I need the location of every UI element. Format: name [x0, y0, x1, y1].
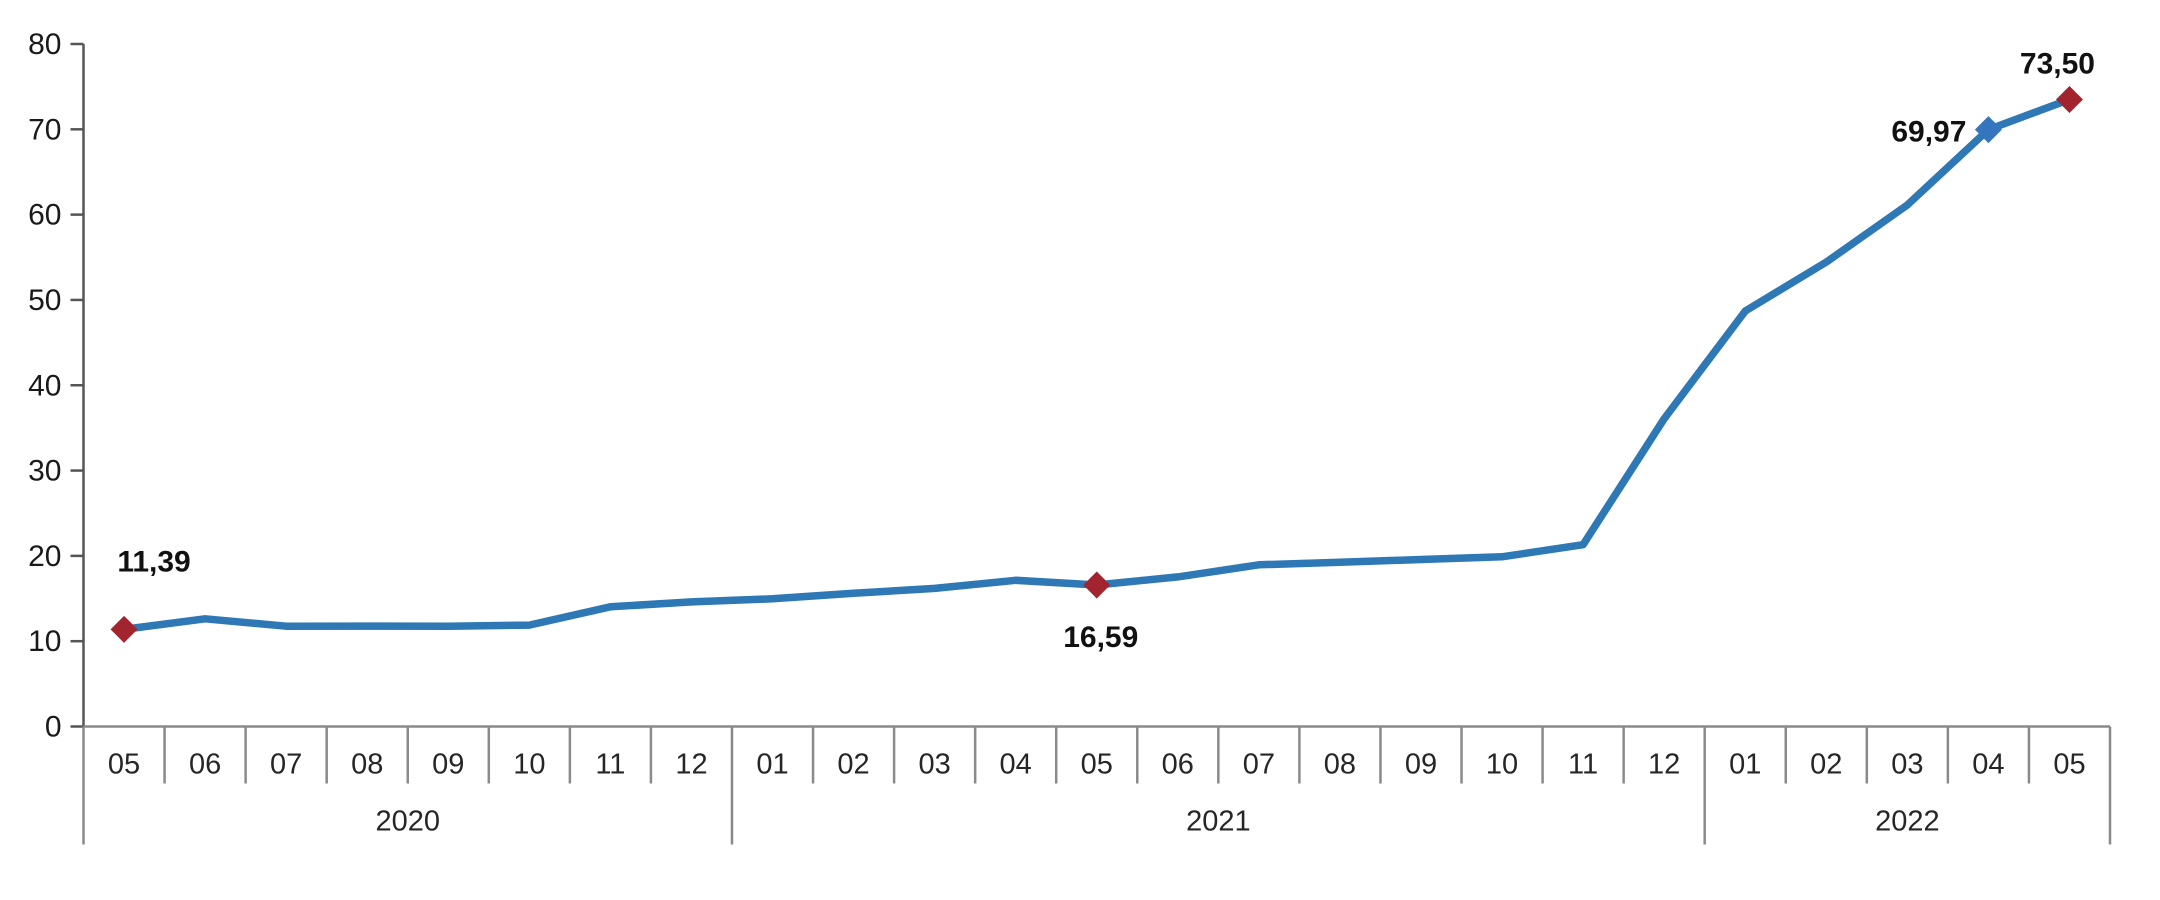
month-label: 01: [756, 749, 788, 781]
month-label: 08: [1324, 749, 1356, 781]
y-tick-label: 50: [28, 284, 61, 317]
month-label: 02: [1810, 749, 1842, 781]
year-label: 2020: [375, 806, 440, 838]
month-label: 11: [1568, 749, 1598, 781]
point-marker: [1083, 571, 1111, 599]
month-label: 05: [108, 749, 140, 781]
month-label: 11: [595, 749, 625, 781]
point-marker: [2055, 85, 2083, 113]
point-label: 16,59: [1063, 621, 1138, 654]
point-marker: [1974, 116, 2002, 144]
y-tick-label: 0: [45, 711, 62, 744]
y-tick-label: 60: [28, 199, 61, 232]
month-label: 06: [189, 749, 221, 781]
month-label: 04: [1972, 749, 2004, 781]
year-label: 2021: [1186, 806, 1251, 838]
month-label: 04: [1000, 749, 1032, 781]
month-label: 06: [1162, 749, 1194, 781]
y-tick-label: 30: [28, 455, 61, 488]
y-tick-label: 20: [28, 540, 61, 573]
month-label: 07: [270, 749, 302, 781]
month-label: 03: [918, 749, 950, 781]
month-label: 05: [1081, 749, 1113, 781]
month-label: 09: [1405, 749, 1437, 781]
month-label: 12: [1648, 749, 1680, 781]
y-tick-label: 80: [28, 28, 61, 61]
y-tick-label: 40: [28, 369, 61, 402]
point-label: 73,50: [2020, 47, 2095, 80]
month-label: 05: [2053, 749, 2085, 781]
month-label: 12: [675, 749, 707, 781]
point-label: 69,97: [1891, 116, 1966, 149]
month-label: 10: [1486, 749, 1518, 781]
y-tick-label: 70: [28, 113, 61, 146]
month-label: 02: [837, 749, 869, 781]
month-label: 08: [351, 749, 383, 781]
month-label: 01: [1729, 749, 1761, 781]
point-label: 11,39: [117, 545, 190, 578]
point-marker: [110, 615, 138, 643]
month-label: 03: [1891, 749, 1923, 781]
month-label: 09: [432, 749, 464, 781]
year-label: 2022: [1875, 806, 1940, 838]
month-label: 07: [1243, 749, 1275, 781]
y-tick-label: 10: [28, 625, 61, 658]
series-line: [120, 95, 2074, 634]
month-label: 10: [513, 749, 545, 781]
